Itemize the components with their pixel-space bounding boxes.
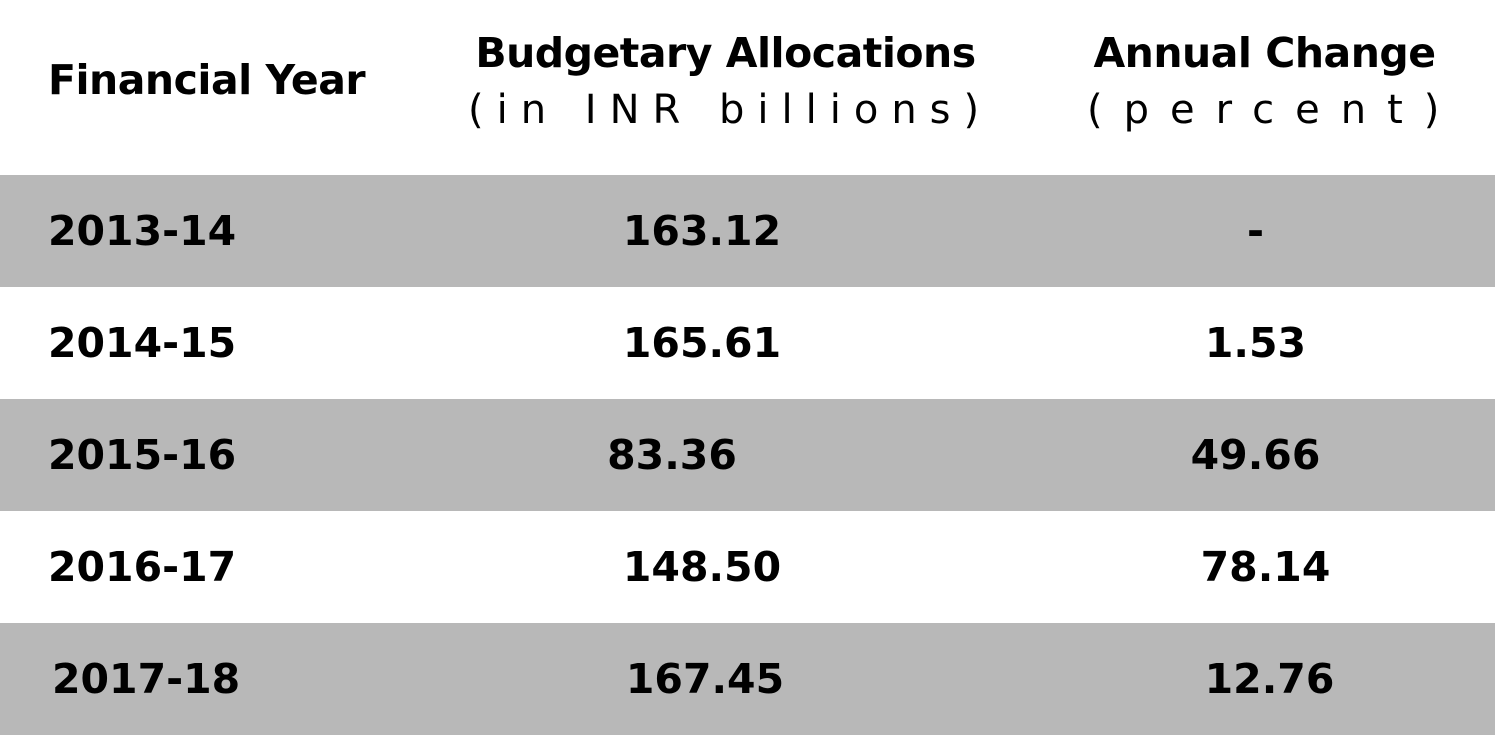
- table-row: 2017-18 167.45 12.76: [0, 623, 1495, 735]
- cell-allocation: 167.45: [625, 655, 785, 703]
- header-change-unit: (percent): [1087, 87, 1461, 133]
- table-row: 2015-16 83.36 49.66: [0, 399, 1495, 511]
- header-financial-year: Financial Year: [48, 56, 366, 104]
- table-row: 2013-14 163.12 -: [0, 175, 1495, 287]
- header-annual-change: Annual Change (percent): [1087, 28, 1442, 142]
- header-allocations-title: Budgetary Allocations: [475, 29, 976, 77]
- cell-change: 1.53: [1204, 319, 1307, 367]
- cell-year: 2017-18: [52, 655, 241, 703]
- table-header: Financial Year Budgetary Allocations (in…: [0, 0, 1495, 175]
- cell-change: 78.14: [1200, 543, 1331, 591]
- cell-year: 2014-15: [48, 319, 237, 367]
- header-budgetary-allocations: Budgetary Allocations (in INR billions): [468, 28, 983, 142]
- table-row: 2016-17 148.50 78.14: [0, 511, 1495, 623]
- cell-allocation: 148.50: [622, 543, 782, 591]
- header-allocations-unit: (in INR billions): [468, 87, 993, 133]
- cell-year: 2013-14: [48, 207, 237, 255]
- cell-year: 2015-16: [48, 431, 237, 479]
- cell-allocation: 83.36: [607, 431, 737, 479]
- cell-allocation: 165.61: [622, 319, 782, 367]
- cell-change: 49.66: [1190, 431, 1321, 479]
- cell-allocation: 163.12: [622, 207, 782, 255]
- table-row: 2014-15 165.61 1.53: [0, 287, 1495, 399]
- cell-change: 12.76: [1204, 655, 1335, 703]
- cell-year: 2016-17: [48, 543, 237, 591]
- cell-change: -: [1246, 207, 1265, 255]
- header-change-title: Annual Change: [1093, 29, 1436, 77]
